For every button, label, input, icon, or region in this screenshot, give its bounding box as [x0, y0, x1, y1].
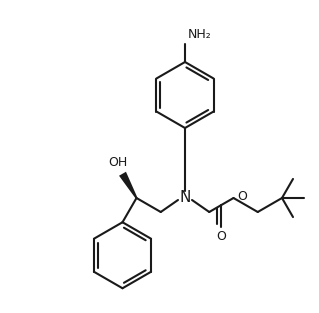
Text: NH₂: NH₂: [188, 28, 212, 42]
Polygon shape: [119, 172, 137, 198]
Text: O: O: [216, 229, 226, 243]
Text: N: N: [179, 191, 191, 206]
Text: O: O: [238, 189, 248, 203]
Text: OH: OH: [108, 156, 127, 169]
